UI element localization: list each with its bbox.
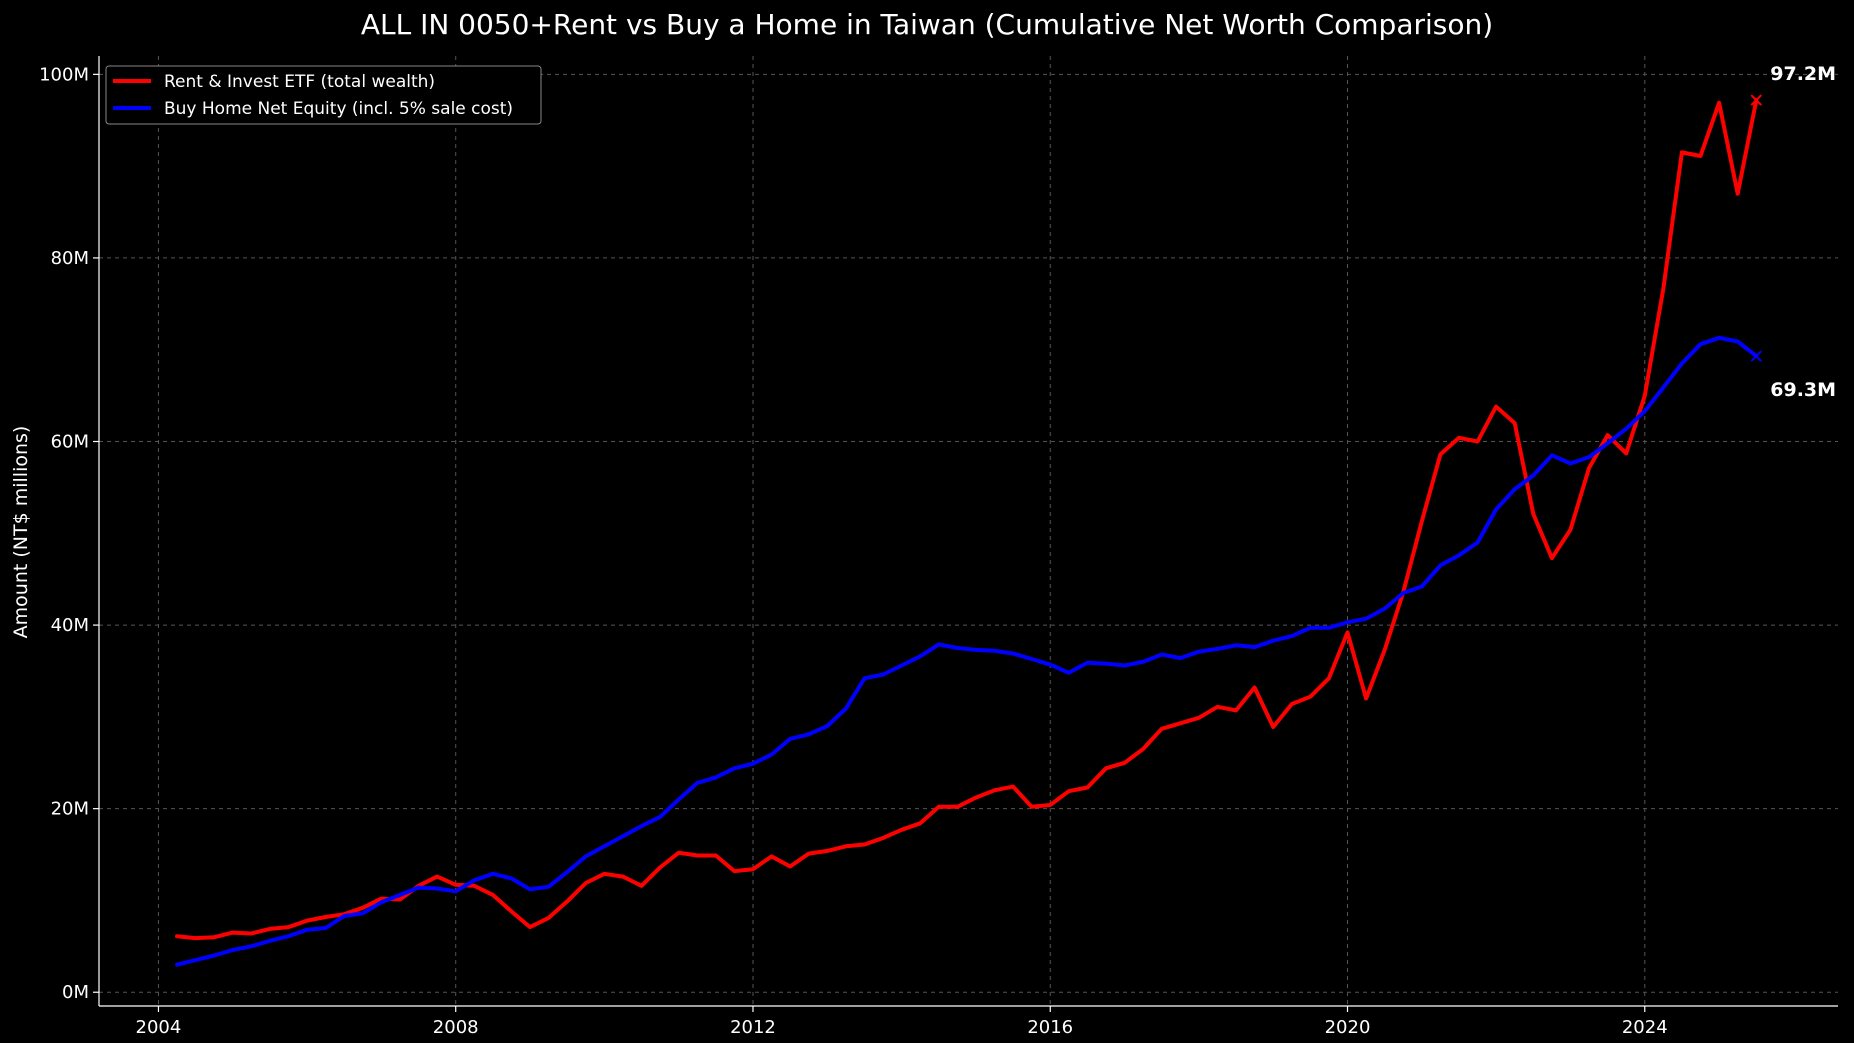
series-lines [175,94,1762,967]
x-tick-label: 2016 [1027,1017,1073,1038]
x-tick-label: 2012 [730,1017,776,1038]
x-tick-label: 2004 [136,1017,182,1038]
y-axis-label: Amount (NT$ millions) [10,426,32,639]
y-tick-label: 40M [51,615,89,636]
series-line-0 [175,98,1759,941]
end-marker-1 [1750,350,1762,362]
y-tick-label: 80M [51,248,89,269]
end-value-label-0: 97.2M [1770,63,1836,85]
y-tick-label: 60M [51,432,89,453]
series-line-1 [175,335,1759,967]
y-tick-label: 20M [51,799,89,820]
axes-spines [98,56,1838,1007]
legend-label-buy: Buy Home Net Equity (incl. 5% sale cost) [164,99,513,119]
end-labels: 97.2M 69.3M [1770,63,1836,401]
legend-box [105,65,542,125]
y-tick-label: 0M [62,982,89,1003]
legend-label-rent: Rent & Invest ETF (total wealth) [164,72,435,92]
x-tick-label: 2024 [1622,1017,1668,1038]
x-tick-label: 2020 [1325,1017,1371,1038]
end-value-label-1: 69.3M [1770,379,1836,401]
y-tick-label: 100M [39,64,89,85]
end-marker-0 [1750,94,1762,106]
legend: Rent & Invest ETF (total wealth) Buy Hom… [105,65,542,125]
chart-title: ALL IN 0050+Rent vs Buy a Home in Taiwan… [361,8,1493,41]
x-tick-label: 2008 [433,1017,479,1038]
axis-ticks: 2004 2008 2012 2016 2020 2024 0M 20M 40M 60M 80M 10… [39,64,1668,1038]
